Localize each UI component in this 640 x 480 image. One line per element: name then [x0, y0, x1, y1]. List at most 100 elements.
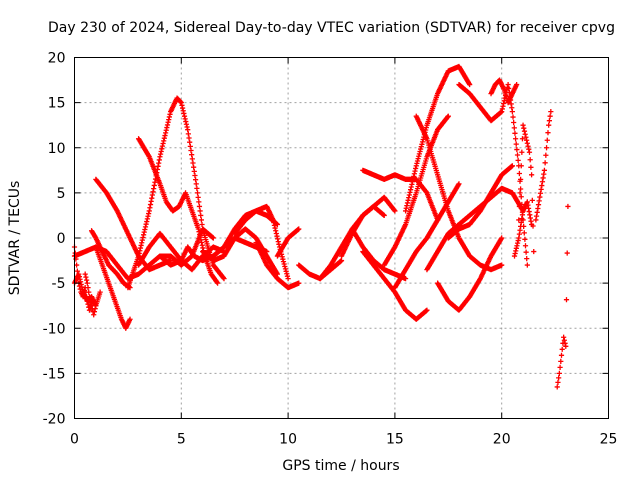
data-point — [509, 163, 515, 169]
data-point — [531, 248, 537, 255]
data-point — [215, 280, 221, 286]
data-point — [540, 175, 546, 181]
data-point — [511, 119, 517, 126]
data-point — [445, 113, 451, 119]
data-point — [537, 194, 543, 200]
data-point — [520, 122, 526, 128]
data-point — [524, 256, 530, 262]
data-point — [381, 212, 387, 219]
data-point — [541, 171, 547, 177]
data-point — [186, 135, 192, 141]
data-point — [565, 203, 571, 210]
data-point — [285, 276, 291, 282]
data-point — [467, 81, 473, 88]
y-tick-label: -5 — [52, 276, 66, 292]
data-point — [544, 137, 550, 143]
data-point — [296, 226, 302, 232]
data-point — [533, 217, 539, 223]
series-s13 — [232, 203, 291, 282]
data-point — [514, 81, 520, 88]
data-point — [516, 217, 522, 223]
data-point — [545, 130, 551, 136]
data-point — [518, 176, 524, 182]
data-point — [511, 125, 517, 131]
data-point — [86, 294, 93, 300]
x-axis-label: GPS time / hours — [282, 458, 399, 474]
data-point — [195, 194, 201, 200]
y-tick-label: 20 — [48, 51, 66, 67]
y-tick-label: 5 — [57, 186, 66, 202]
data-point — [221, 276, 227, 282]
data-point — [543, 145, 550, 151]
data-point — [84, 280, 90, 286]
data-point — [402, 276, 409, 282]
data-point — [523, 134, 529, 140]
data-point — [517, 190, 523, 196]
series-s8 — [135, 136, 221, 286]
data-point — [199, 221, 205, 228]
data-point — [86, 307, 93, 313]
series-s5 — [93, 244, 133, 331]
data-point — [524, 262, 530, 268]
y-tick-label: -20 — [43, 412, 66, 428]
data-point — [189, 152, 195, 158]
data-point — [555, 379, 561, 385]
data-point — [424, 307, 430, 313]
y-tick-label: 15 — [48, 96, 66, 112]
data-point — [127, 316, 133, 322]
data-point — [563, 297, 570, 303]
data-point — [509, 109, 515, 115]
data-point — [192, 172, 198, 179]
data-point — [546, 122, 552, 128]
x-tick-label: 25 — [600, 432, 618, 448]
data-point — [526, 149, 533, 155]
data-point — [524, 140, 530, 146]
data-point — [88, 300, 94, 306]
data-point — [192, 177, 199, 183]
data-point — [84, 277, 90, 283]
data-point — [518, 163, 524, 169]
data-point — [187, 139, 193, 145]
data-point — [542, 160, 548, 166]
data-point — [512, 136, 519, 142]
y-tick-label: -10 — [43, 321, 66, 337]
data-point — [522, 131, 528, 137]
data-point — [282, 263, 288, 270]
data-point — [557, 364, 563, 370]
data-point — [562, 340, 568, 346]
data-point — [281, 261, 287, 267]
data-point — [561, 337, 567, 343]
data-point — [533, 213, 540, 219]
data-point — [87, 297, 93, 303]
data-point — [284, 273, 291, 279]
series-s27 — [435, 235, 505, 313]
series-s21 — [360, 248, 430, 322]
data-point — [91, 309, 98, 315]
series-s33 — [516, 122, 537, 255]
series-s31 — [488, 77, 520, 106]
data-point — [539, 182, 545, 189]
data-point — [521, 128, 528, 134]
data-point — [543, 152, 549, 158]
data-point — [556, 370, 562, 376]
y-tick-label: 10 — [48, 141, 66, 157]
data-point — [536, 198, 542, 204]
data-point — [499, 262, 505, 268]
data-point — [541, 167, 548, 173]
series-s14 — [200, 226, 281, 277]
data-point — [546, 118, 553, 124]
data-point — [210, 235, 216, 241]
data-point — [514, 152, 521, 158]
data-point — [516, 170, 522, 177]
data-point — [93, 303, 99, 309]
data-point — [189, 156, 195, 162]
data-point — [521, 230, 527, 236]
data-point — [91, 312, 97, 318]
data-point — [499, 235, 505, 241]
data-point — [512, 130, 518, 136]
data-point — [519, 136, 526, 142]
data-point — [296, 280, 302, 286]
data-point — [191, 164, 197, 170]
data-point — [510, 114, 516, 120]
